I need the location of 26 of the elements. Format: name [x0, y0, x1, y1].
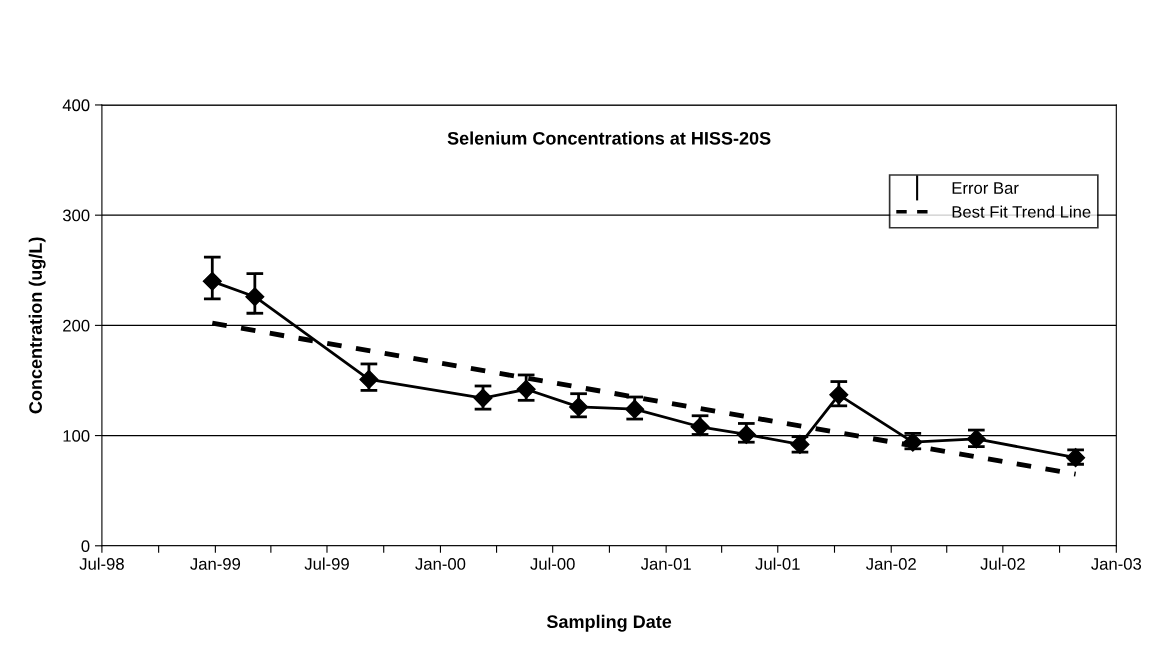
point [359, 369, 379, 389]
point [202, 271, 222, 291]
text: Selenium Concentrations at HISS-20S [447, 131, 771, 145]
y-axis-title: Concentration (ug/L) [28, 237, 46, 414]
y-tick-label: 100 [63, 429, 90, 442]
x-tick-label: Jul-00 [530, 557, 575, 570]
x-tick-label: Jan-03 [1091, 558, 1142, 570]
x-tick-label: Jan-01 [640, 558, 691, 570]
x-tick-label: Jan-00 [415, 558, 466, 570]
legend-label: Error Bar [952, 182, 1019, 194]
x-tick-label: Jul-01 [755, 557, 800, 570]
x-axis-title: Sampling Date [546, 614, 672, 632]
point [829, 385, 849, 405]
point [516, 379, 536, 399]
point [569, 397, 589, 417]
y-tick-label: 0 [81, 540, 90, 552]
x-tick-label: Jul-99 [304, 557, 349, 570]
x-tick-label: Jul-02 [980, 557, 1025, 570]
x-tick-label: Jan-99 [190, 558, 241, 570]
legend-label: Best Fit Trend Line [952, 205, 1091, 218]
y-tick-label: 300 [62, 209, 90, 222]
x-tick-label: Jul-98 [79, 557, 124, 570]
y-tick-label: 400 [62, 99, 90, 112]
point [245, 287, 265, 307]
x-tick-label: Jan-02 [866, 558, 916, 570]
y-tick-label: 200 [63, 319, 90, 332]
